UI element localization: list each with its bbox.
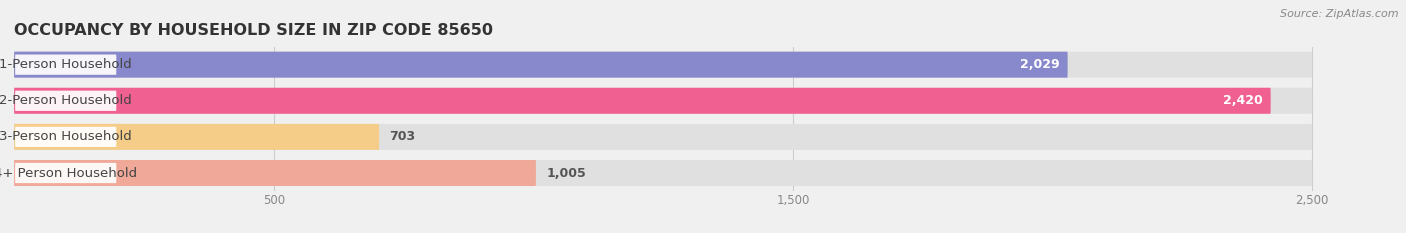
FancyBboxPatch shape bbox=[14, 160, 1312, 186]
Text: OCCUPANCY BY HOUSEHOLD SIZE IN ZIP CODE 85650: OCCUPANCY BY HOUSEHOLD SIZE IN ZIP CODE … bbox=[14, 24, 494, 38]
Text: 1,005: 1,005 bbox=[547, 167, 586, 179]
Text: 1-Person Household: 1-Person Household bbox=[0, 58, 132, 71]
FancyBboxPatch shape bbox=[14, 160, 536, 186]
FancyBboxPatch shape bbox=[14, 124, 380, 150]
FancyBboxPatch shape bbox=[15, 163, 117, 183]
FancyBboxPatch shape bbox=[14, 52, 1312, 78]
Text: 2,420: 2,420 bbox=[1223, 94, 1263, 107]
FancyBboxPatch shape bbox=[15, 127, 117, 147]
Text: 4+ Person Household: 4+ Person Household bbox=[0, 167, 138, 179]
FancyBboxPatch shape bbox=[14, 124, 1312, 150]
Text: 2-Person Household: 2-Person Household bbox=[0, 94, 132, 107]
FancyBboxPatch shape bbox=[14, 88, 1271, 114]
Text: 703: 703 bbox=[389, 130, 416, 143]
Text: 2,029: 2,029 bbox=[1021, 58, 1060, 71]
FancyBboxPatch shape bbox=[14, 52, 1067, 78]
Text: Source: ZipAtlas.com: Source: ZipAtlas.com bbox=[1281, 9, 1399, 19]
FancyBboxPatch shape bbox=[15, 91, 117, 111]
FancyBboxPatch shape bbox=[14, 88, 1312, 114]
FancyBboxPatch shape bbox=[15, 55, 117, 75]
Text: 3-Person Household: 3-Person Household bbox=[0, 130, 132, 143]
